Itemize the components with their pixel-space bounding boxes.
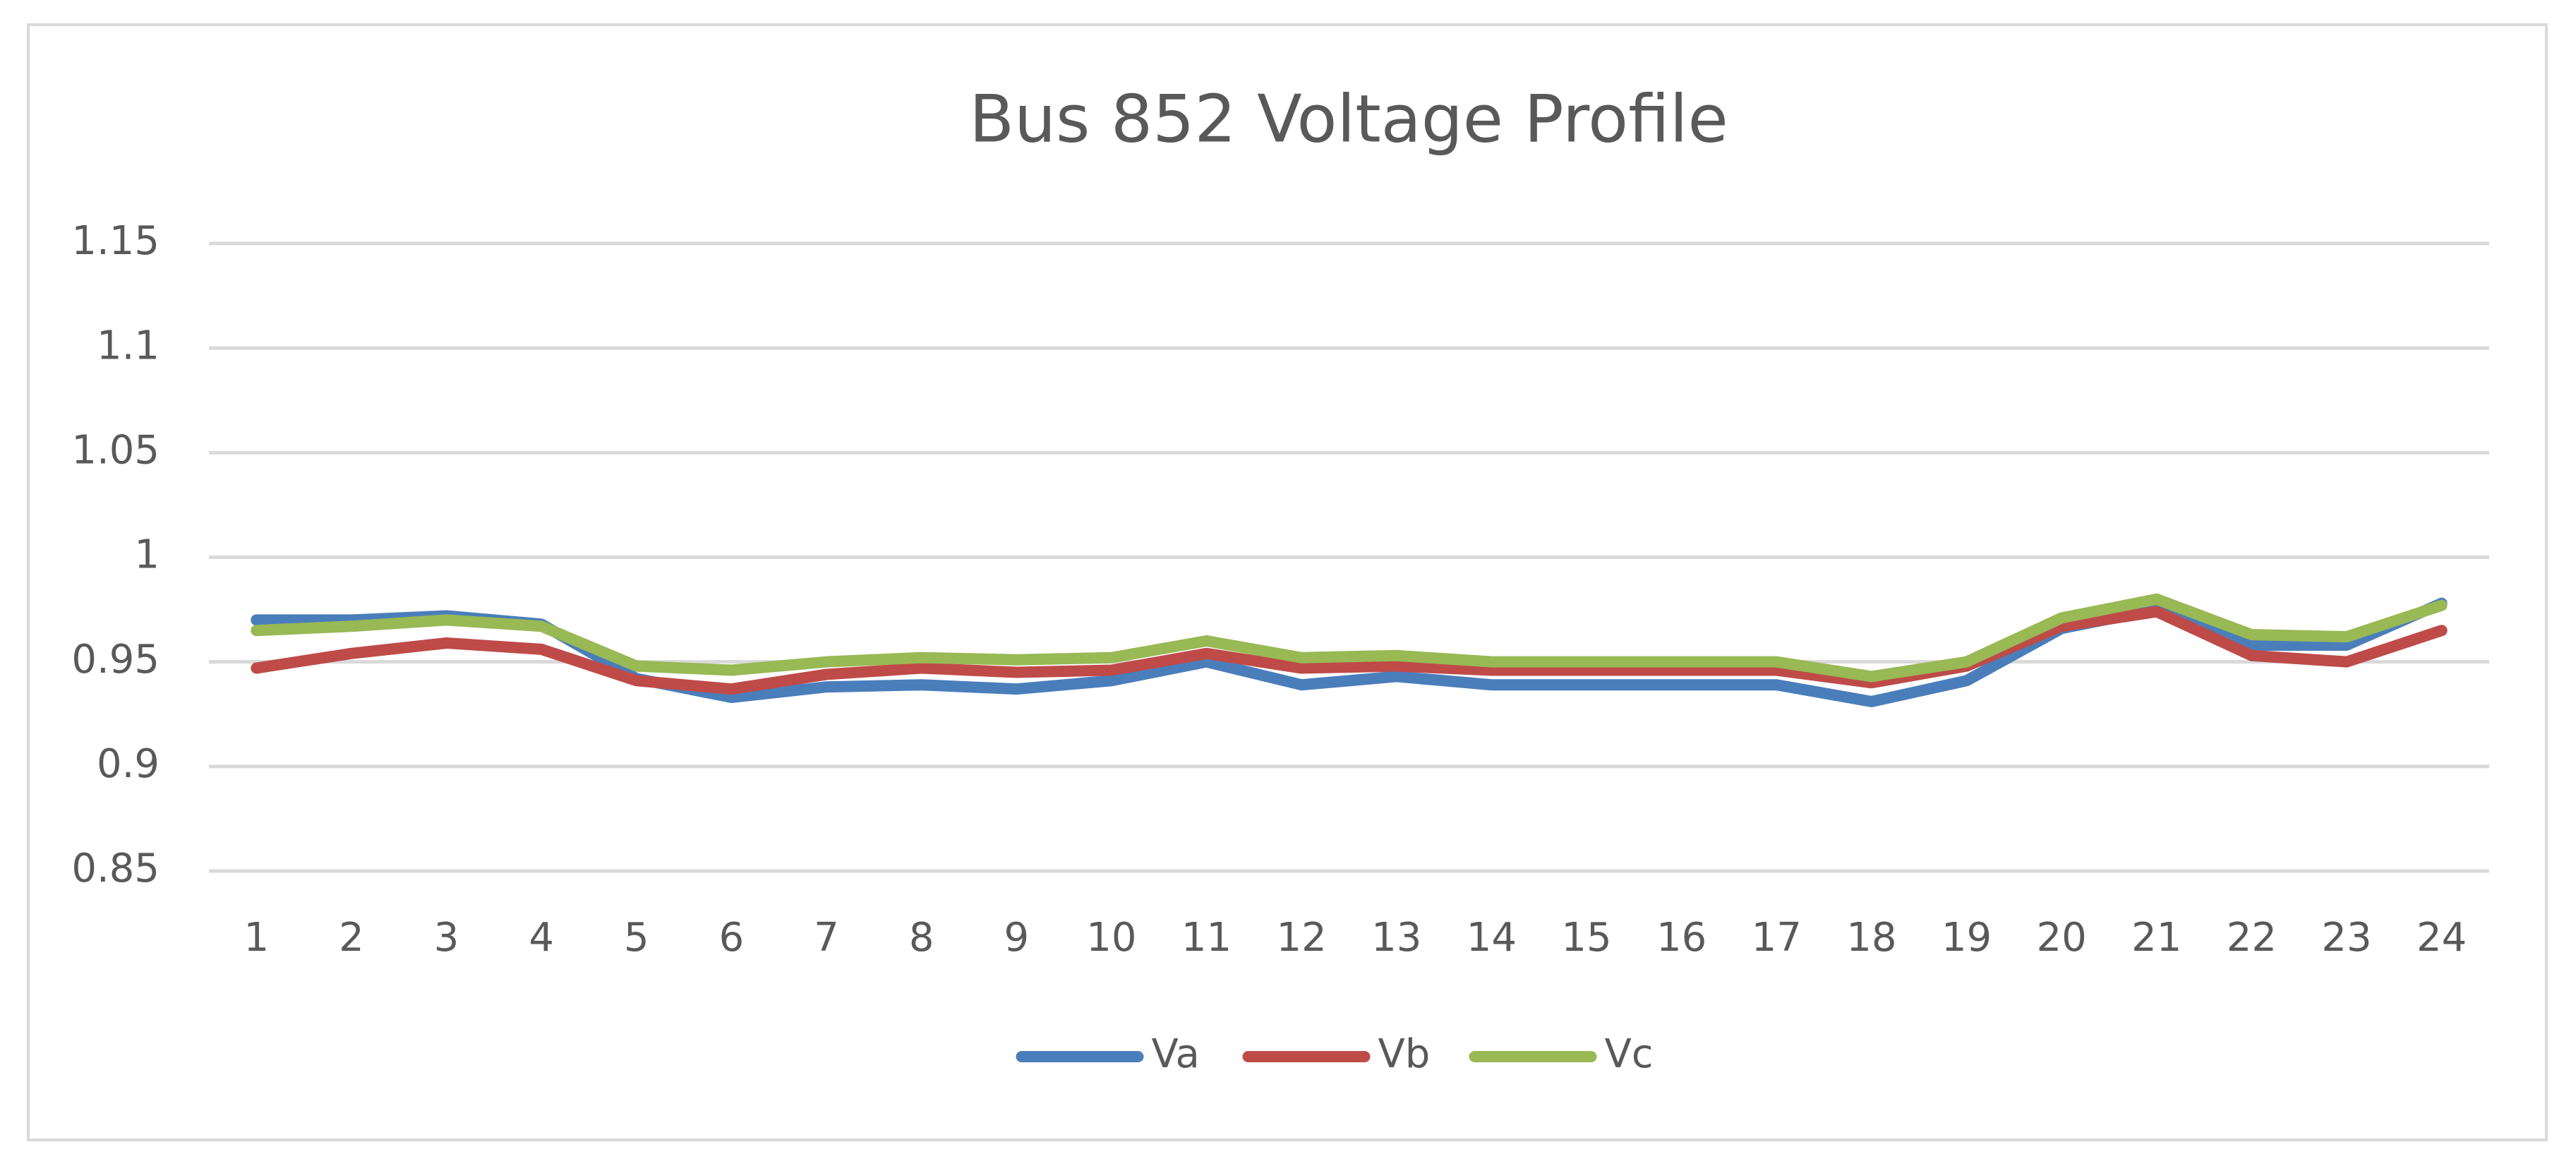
x-tick-label: 2	[339, 915, 364, 961]
y-tick-label: 1.05	[71, 427, 160, 473]
x-tick-label: 18	[1846, 915, 1896, 961]
series-line	[251, 593, 2448, 683]
x-tick-label: 12	[1277, 915, 1327, 961]
x-tick-label: 11	[1181, 915, 1232, 961]
y-tick-label: 0.85	[71, 846, 160, 891]
x-tick-label: 24	[2416, 915, 2467, 961]
x-tick-label: 20	[2037, 915, 2087, 961]
chart-title: Bus 852 Voltage Profile	[969, 80, 1728, 157]
y-tick-label: 1.1	[97, 323, 160, 368]
x-tick-label: 19	[1942, 915, 1992, 961]
x-tick-label: 1	[243, 915, 269, 961]
x-tick-label: 5	[624, 915, 649, 961]
legend-label: Va	[1152, 1031, 1200, 1077]
y-tick-label: 0.9	[97, 741, 160, 787]
y-tick-label: 1.15	[71, 218, 160, 264]
x-tick-label: 16	[1656, 915, 1707, 961]
y-tick-label: 1	[134, 532, 160, 578]
x-tick-label: 17	[1752, 915, 1802, 961]
x-tick-label: 9	[1004, 915, 1029, 961]
series-line	[251, 606, 2448, 695]
x-tick-label: 3	[434, 915, 459, 961]
y-tick-label: 0.95	[71, 637, 160, 683]
x-tick-label: 10	[1086, 915, 1136, 961]
x-tick-label: 15	[1561, 915, 1611, 961]
chart-border	[27, 23, 2548, 1141]
x-tick-label: 21	[2131, 915, 2181, 961]
legend-label: Vc	[1605, 1031, 1654, 1077]
x-tick-label: 13	[1371, 915, 1421, 961]
x-tick-label: 22	[2227, 915, 2277, 961]
x-tick-label: 7	[814, 915, 839, 961]
legend-label: Vb	[1378, 1031, 1431, 1077]
x-tick-label: 8	[909, 915, 934, 961]
x-tick-label: 14	[1467, 915, 1517, 961]
x-tick-label: 4	[529, 915, 554, 961]
x-tick-label: 6	[719, 915, 745, 961]
x-tick-label: 23	[2321, 915, 2371, 961]
